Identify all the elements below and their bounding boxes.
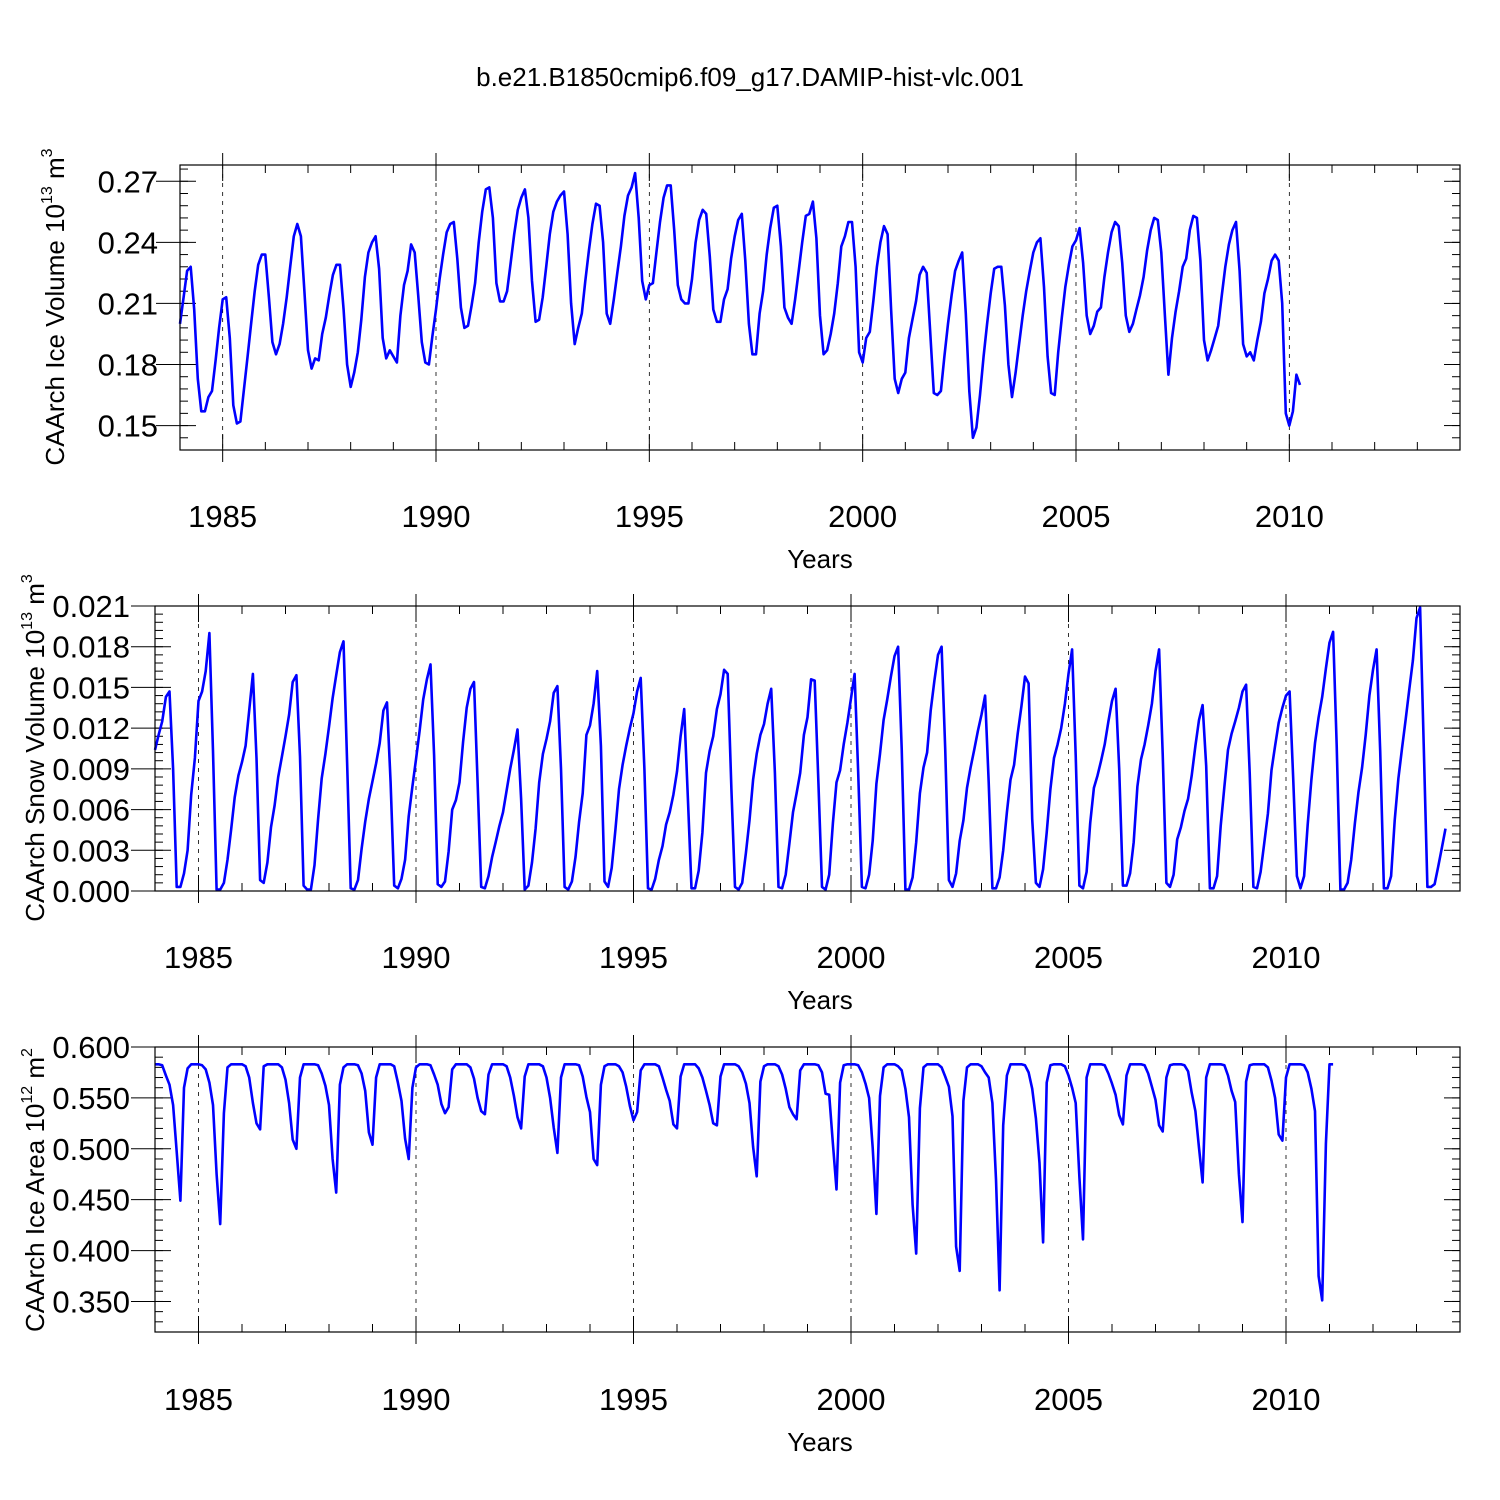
x-tick-label: 2005 <box>1042 499 1111 534</box>
y-axis-label-exponent: 12 <box>19 1086 36 1104</box>
y-tick-label: 0.24 <box>98 225 158 260</box>
plot-frame <box>155 1047 1460 1332</box>
x-tick-label: 1985 <box>164 1382 233 1417</box>
x-tick-label: 2000 <box>817 940 886 975</box>
y-axis-label-exponent: 13 <box>39 186 56 204</box>
y-tick-label: 0.18 <box>98 348 158 383</box>
x-tick-label: 1990 <box>382 940 451 975</box>
y-axis-label-text: CAArch Snow Volume 10 <box>20 630 50 922</box>
y-tick-label: 0.600 <box>52 1030 130 1065</box>
series-line-snow-volume <box>155 607 1446 889</box>
y-tick-label: 0.000 <box>52 874 130 909</box>
x-tick-label: 2010 <box>1255 499 1324 534</box>
y-axis-label-unit-exponent: 3 <box>39 148 56 157</box>
x-tick-label: 2010 <box>1252 940 1321 975</box>
figure-canvas: 0.15 0.18 0.21 0.24 0.27 1985 1990 1995 2000 2005… <box>0 0 1500 1500</box>
y-tick-label: 0.500 <box>52 1132 130 1167</box>
x-axis-label: Years <box>787 1427 853 1457</box>
y-axis-label-unit: m <box>40 157 70 186</box>
x-tick-label: 1990 <box>402 499 471 534</box>
y-tick-label: 0.27 <box>98 164 158 199</box>
y-tick-label: 0.003 <box>52 833 130 868</box>
x-axis-label: Years <box>787 544 853 574</box>
y-tick-label: 0.400 <box>52 1234 130 1269</box>
x-tick-label: 1985 <box>164 940 233 975</box>
y-tick-label: 0.21 <box>98 286 158 321</box>
x-tick-label: 1995 <box>599 940 668 975</box>
x-tick-label: 2005 <box>1034 1382 1103 1417</box>
y-tick-label: 0.012 <box>52 711 130 746</box>
y-tick-label: 0.015 <box>52 670 130 705</box>
x-tick-label: 2000 <box>817 1382 886 1417</box>
y-tick-label: 0.15 <box>98 409 158 444</box>
y-tick-label: 0.021 <box>52 589 130 624</box>
panel-ice-volume: 0.15 0.18 0.21 0.24 0.27 1985 1990 1995 2000 2005… <box>39 148 1460 574</box>
y-tick-label: 0.450 <box>52 1183 130 1218</box>
x-tick-label: 1990 <box>382 1382 451 1417</box>
series-line-ice-volume <box>180 173 1300 438</box>
y-tick-label: 0.009 <box>52 752 130 787</box>
y-axis-label-unit-exponent: 3 <box>19 574 36 583</box>
x-tick-label: 2000 <box>828 499 897 534</box>
y-axis-label-unit: m <box>20 583 50 612</box>
panel-snow-volume: 0.000 0.003 0.006 0.009 0.012 0.015 0.018 0.021… <box>19 574 1460 1015</box>
y-axis-label: CAArch Snow Volume 1013 m3 <box>19 574 50 922</box>
y-axis-label: CAArch Ice Volume 1013 m3 <box>39 148 70 465</box>
x-tick-label: 1995 <box>615 499 684 534</box>
x-axis-label: Years <box>787 985 853 1015</box>
panel-ice-area: 0.350 0.400 0.450 0.500 0.550 0.600 1985 1990 19… <box>19 1030 1460 1457</box>
y-axis-label-text: CAArch Ice Area 10 <box>20 1104 50 1332</box>
x-tick-label: 2010 <box>1252 1382 1321 1417</box>
series-line-ice-area <box>155 1064 1333 1300</box>
y-axis-label: CAArch Ice Area 1012 m2 <box>19 1048 50 1332</box>
x-tick-label: 1995 <box>599 1382 668 1417</box>
y-axis-label-unit: m <box>20 1057 50 1086</box>
y-axis-label-unit-exponent: 2 <box>19 1048 36 1057</box>
x-tick-label: 1985 <box>188 499 257 534</box>
y-tick-label: 0.018 <box>52 630 130 665</box>
x-tick-label: 2005 <box>1034 940 1103 975</box>
y-tick-label: 0.006 <box>52 793 130 828</box>
y-tick-label: 0.350 <box>52 1284 130 1319</box>
y-axis-label-exponent: 13 <box>19 612 36 630</box>
y-axis-label-text: CAArch Ice Volume 10 <box>40 204 70 466</box>
y-tick-label: 0.550 <box>52 1081 130 1116</box>
